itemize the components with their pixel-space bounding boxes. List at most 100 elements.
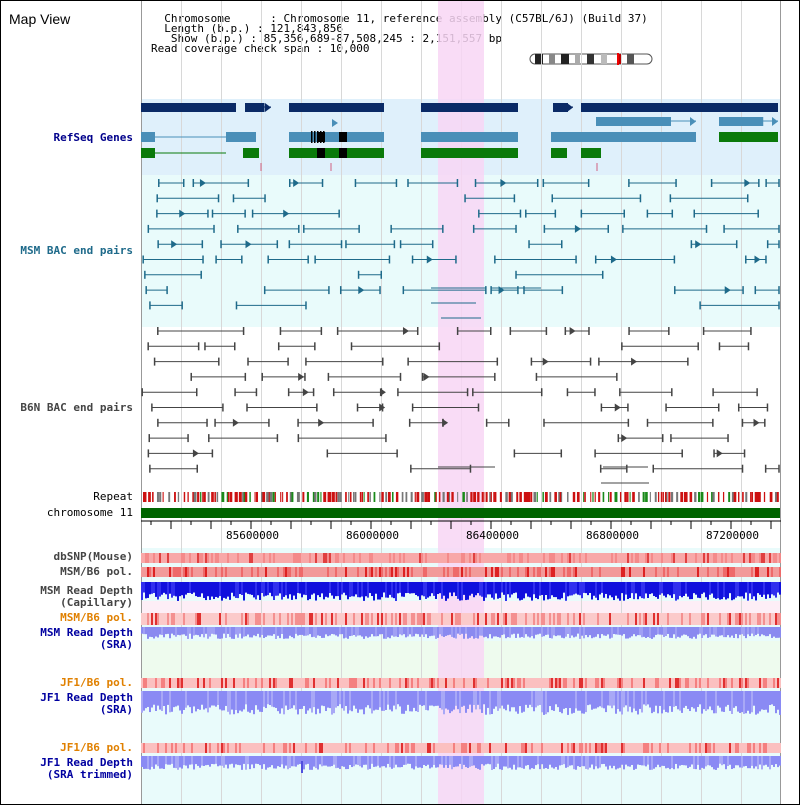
heat-cell (557, 743, 559, 753)
depth-bar (209, 691, 211, 708)
depth-bar (621, 627, 623, 636)
heat-cell (333, 567, 335, 577)
repeat-element (197, 492, 200, 502)
heat-cell (277, 743, 279, 753)
repeat-element (207, 492, 210, 502)
depth-bar (341, 627, 343, 635)
heat-cell (553, 567, 555, 577)
depth-bar (153, 756, 155, 769)
depth-bar (495, 627, 497, 637)
heat-cell (141, 613, 143, 625)
heat-cell (639, 567, 641, 577)
heat-cell (523, 743, 525, 753)
heat-cell (189, 567, 191, 577)
depth-bar (409, 582, 411, 594)
depth-bar (471, 627, 473, 637)
heat-cell (683, 553, 685, 563)
heat-cell (289, 613, 291, 625)
repeat-element (244, 492, 248, 502)
heat-cell (229, 678, 231, 688)
depth-bar (769, 756, 771, 770)
heat-cell (591, 613, 593, 625)
depth-bar (467, 582, 469, 600)
heat-cell (271, 613, 273, 625)
depth-bar (529, 627, 531, 638)
heat-cell (697, 553, 699, 563)
heat-cell (291, 567, 293, 577)
depth-bar (779, 627, 781, 638)
heat-cell (495, 613, 497, 625)
depth-bar (453, 756, 455, 768)
depth-bar (505, 582, 507, 601)
depth-bar (345, 691, 347, 706)
heat-cell (769, 613, 771, 625)
depth-bar (727, 691, 729, 705)
genome-track-panel[interactable]: 85600000 86000000 86400000 86800000 87200000 (141, 1, 781, 804)
depth-bar (315, 756, 317, 769)
depth-bar (557, 582, 559, 600)
depth-bar (741, 691, 743, 713)
repeat-element (609, 492, 612, 502)
heat-cell (375, 553, 377, 563)
heat-cell (523, 613, 525, 625)
chromosome-11-bar (141, 508, 780, 518)
depth-bar (677, 627, 679, 637)
heat-cell (275, 553, 277, 563)
heat-cell (451, 678, 453, 688)
heat-cell (261, 678, 263, 688)
depth-bar (309, 691, 311, 709)
depth-bar (235, 756, 237, 765)
depth-bar (145, 691, 147, 709)
heat-cell (469, 678, 471, 688)
depth-bar (223, 691, 225, 711)
heat-cell (301, 553, 303, 563)
heat-cell (465, 678, 467, 688)
heat-cell (605, 567, 607, 577)
depth-bar (611, 691, 613, 709)
heat-cell (757, 678, 759, 688)
heat-cell (581, 678, 583, 688)
heat-cell (369, 678, 371, 688)
heat-cell (759, 743, 761, 753)
heat-cell (297, 553, 299, 563)
heat-cell (505, 553, 507, 563)
depth-bar (771, 627, 773, 638)
heat-cell (169, 743, 171, 753)
heat-cell (247, 678, 249, 688)
heat-cell (273, 743, 275, 753)
depth-bar (275, 691, 277, 708)
depth-bar (625, 582, 627, 595)
heat-cell (275, 678, 277, 688)
heat-cell (163, 613, 165, 625)
heat-cell (143, 613, 145, 625)
heat-cell (735, 743, 737, 753)
depth-bar (369, 627, 371, 637)
depth-bar (353, 756, 355, 767)
heat-cell (587, 553, 589, 563)
heat-cell (699, 743, 701, 753)
heat-cell (557, 678, 559, 688)
gene-block (581, 103, 696, 112)
heat-cell (485, 567, 487, 577)
depth-bar (363, 756, 365, 765)
heat-cell (659, 743, 661, 753)
heat-cell (435, 678, 437, 688)
depth-bar (593, 627, 595, 638)
heat-cell (299, 613, 301, 625)
depth-bar (663, 756, 665, 766)
heat-cell (173, 567, 175, 577)
heat-cell (459, 613, 461, 625)
depth-bar (695, 691, 697, 712)
heat-cell (581, 613, 583, 625)
repeat-element (428, 492, 431, 502)
heat-cell (171, 613, 173, 625)
heat-cell (541, 678, 543, 688)
depth-bar (649, 691, 651, 708)
depth-bar (479, 756, 481, 770)
depth-bar (757, 582, 759, 594)
heat-cell (725, 613, 727, 625)
heat-cell (327, 567, 329, 577)
heat-cell (443, 553, 445, 563)
depth-bar (459, 582, 461, 601)
depth-bar (147, 627, 149, 639)
